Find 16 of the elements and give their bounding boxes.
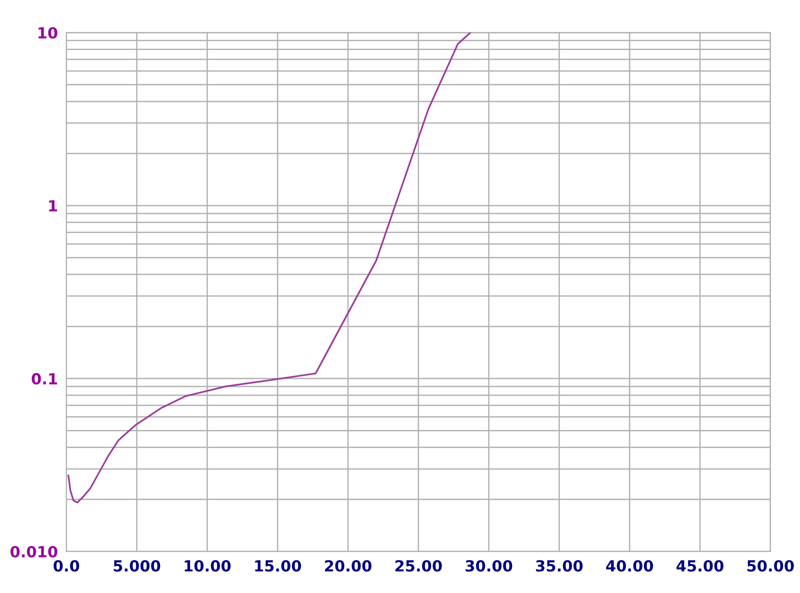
x-tick-label: 0.0 xyxy=(54,560,80,572)
line-series xyxy=(68,32,472,504)
x-tick-label: 5.000 xyxy=(114,560,160,572)
x-tick-label: 50.00 xyxy=(747,560,794,572)
y-tick-label: 0.010 xyxy=(10,546,58,558)
x-tick-label: 30.00 xyxy=(466,560,512,572)
y-tick-label: 10 xyxy=(38,27,58,39)
x-tick-label: 25.00 xyxy=(395,560,442,572)
x-tick-label: 35.00 xyxy=(536,560,583,572)
y-tick-label: 1 xyxy=(49,200,58,212)
x-tick-label: 10.00 xyxy=(184,560,231,572)
y-tick-label: 0.1 xyxy=(32,372,58,385)
x-tick-label: 45.00 xyxy=(676,560,724,572)
x-tick-label: 40.00 xyxy=(606,560,654,572)
x-tick-label: 15.00 xyxy=(255,560,302,572)
x-tick-label: 20.00 xyxy=(325,560,372,572)
